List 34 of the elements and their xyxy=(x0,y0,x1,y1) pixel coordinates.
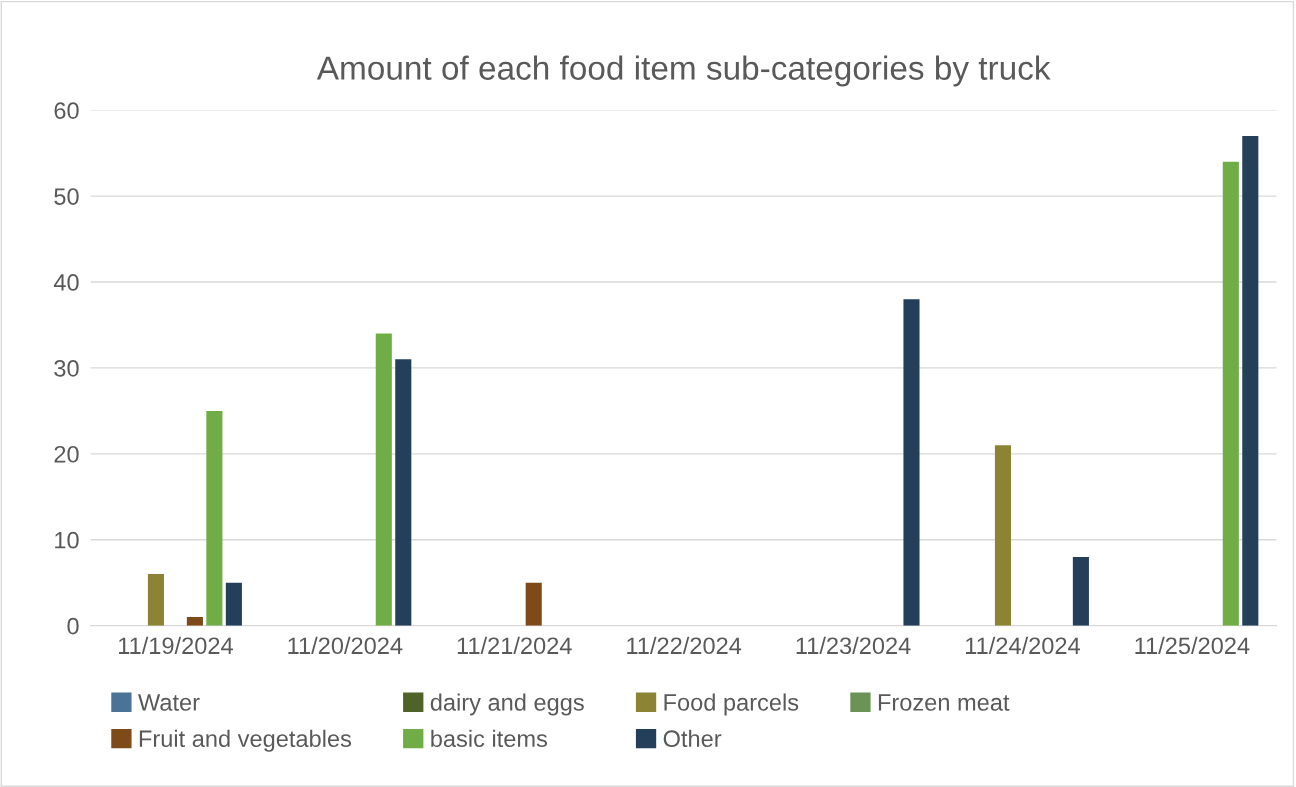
bar xyxy=(186,617,203,626)
y-tick-label: 30 xyxy=(54,359,79,377)
y-tick-label: 0 xyxy=(67,617,79,635)
y-tick-label: 50 xyxy=(54,188,79,205)
x-tick-label: 11/20/2024 xyxy=(288,636,403,655)
bar xyxy=(1222,161,1239,626)
y-tick-label: 40 xyxy=(53,274,79,291)
bar xyxy=(206,410,223,626)
x-tick-label: 11/19/2024 xyxy=(119,636,233,655)
bar xyxy=(375,333,392,626)
bar xyxy=(994,445,1012,626)
legend-label: Water xyxy=(138,694,200,711)
legend-label: dairy and eggs xyxy=(430,693,584,716)
chart-title: Amount of each food item sub-categories by truck xyxy=(316,55,1051,87)
y-tick-label: 10 xyxy=(55,531,79,549)
y-tick-label: 60 xyxy=(54,102,79,119)
legend-label: Other xyxy=(663,729,722,748)
legend-label: basic items xyxy=(431,729,548,748)
bar xyxy=(147,574,164,626)
bar xyxy=(525,582,542,626)
legend-label: Frozen meat xyxy=(878,694,1010,711)
y-tick-label: 20 xyxy=(54,445,79,463)
legend-label: Food parcels xyxy=(664,693,799,716)
x-tick-label: 11/22/2024 xyxy=(627,636,742,655)
legend-label: Fruit and vegetables xyxy=(139,729,352,752)
bar xyxy=(1072,556,1089,626)
x-tick-label: 11/23/2024 xyxy=(796,636,911,655)
bar xyxy=(1242,135,1259,626)
x-tick-label: 11/24/2024 xyxy=(966,636,1080,655)
x-tick-label: 11/21/2024 xyxy=(457,636,572,655)
x-tick-label: 11/25/2024 xyxy=(1135,636,1250,655)
bar xyxy=(395,359,412,626)
bar xyxy=(225,582,242,626)
bar xyxy=(903,299,920,626)
